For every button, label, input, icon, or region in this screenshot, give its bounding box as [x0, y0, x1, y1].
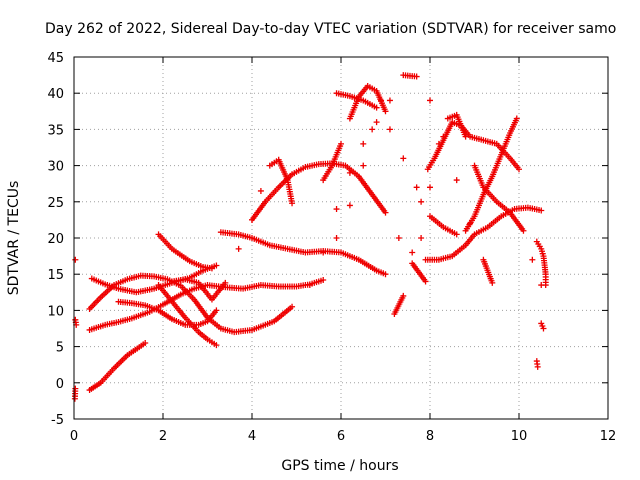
data-point-marker: [422, 278, 429, 285]
data-point-marker: [213, 262, 220, 269]
axis-ticks: 0 2 4 6 8 10 12 -5 0 5 10 15 20 25 30 35 40 45: [47, 51, 616, 444]
data-point-marker: [333, 235, 340, 241]
data-point-marker: [542, 282, 549, 289]
data-point-marker: [289, 200, 296, 207]
grid-lines: [74, 57, 608, 419]
series-arc-i: [217, 229, 389, 278]
data-point-marker: [208, 265, 215, 272]
data-point-marker: [382, 271, 389, 278]
data-point-marker: [453, 177, 460, 184]
data-point-marker: [213, 342, 220, 349]
series-arc-f: [155, 231, 215, 272]
series-arc-m: [333, 90, 460, 238]
data-marks: [71, 72, 549, 402]
data-point-marker: [346, 202, 353, 209]
data-point-marker: [427, 97, 433, 104]
data-point-marker: [386, 97, 393, 104]
series-arc-s: [71, 256, 80, 402]
data-point-marker: [395, 235, 402, 241]
data-point-marker: [373, 119, 380, 126]
series-arc-k: [320, 82, 389, 184]
data-point-marker: [213, 307, 220, 314]
data-point-marker: [540, 325, 547, 332]
series-arc-g: [155, 282, 220, 349]
x-tick-label: 12: [600, 429, 617, 444]
data-point-marker: [529, 256, 536, 263]
series-arc-r: [533, 238, 549, 370]
series-arc-p: [422, 204, 545, 263]
data-point-marker: [142, 339, 149, 346]
y-tick-label: 30: [47, 160, 64, 175]
y-tick-label: -5: [51, 413, 64, 428]
data-point-marker: [413, 184, 420, 191]
series-arc-h: [168, 156, 296, 303]
y-tick-label: 0: [56, 377, 64, 392]
series-arc-l: [333, 97, 385, 241]
data-point-marker: [369, 126, 376, 133]
data-point-marker: [289, 303, 296, 310]
y-tick-label: 15: [47, 268, 64, 283]
data-point-marker: [489, 279, 496, 286]
y-tick-label: 20: [47, 232, 64, 247]
series-arc-d: [86, 276, 327, 333]
data-point-marker: [360, 162, 367, 169]
data-point-marker: [360, 140, 367, 147]
x-tick-label: 0: [70, 429, 78, 444]
data-point-marker: [418, 235, 425, 241]
series-arc-c: [86, 72, 496, 336]
data-point-marker: [257, 187, 264, 194]
data-point-marker: [333, 206, 340, 213]
data-point-marker: [462, 133, 469, 140]
x-tick-label: 4: [248, 429, 256, 444]
data-point-marker: [400, 155, 407, 162]
y-tick-label: 5: [56, 341, 64, 356]
x-axis-label: GPS time / hours: [281, 458, 398, 474]
data-point-marker: [382, 108, 389, 115]
y-tick-label: 35: [47, 123, 64, 138]
data-point-marker: [382, 209, 389, 216]
data-point-marker: [373, 104, 380, 111]
data-point-marker: [516, 166, 522, 173]
data-point-marker: [235, 245, 242, 252]
data-point-marker: [520, 227, 527, 234]
data-point-marker: [71, 395, 78, 402]
y-tick-label: 25: [47, 196, 64, 211]
data-point-marker: [72, 256, 79, 263]
chart-title: Day 262 of 2022, Sidereal Day-to-day VTE…: [45, 21, 616, 37]
y-axis-label: SDTVAR / TECUs: [6, 181, 22, 296]
data-point-marker: [513, 115, 520, 122]
data-point-marker: [222, 279, 229, 286]
data-point-marker: [538, 207, 545, 214]
data-point-marker: [378, 97, 385, 104]
data-point-marker: [386, 126, 393, 133]
series-arc-q: [462, 115, 520, 234]
series-arc-j: [249, 160, 429, 285]
x-tick-label: 2: [159, 429, 167, 444]
x-tick-label: 6: [337, 429, 345, 444]
data-point-marker: [409, 249, 416, 256]
data-point-marker: [427, 184, 433, 191]
data-point-marker: [320, 276, 327, 283]
data-point-marker: [453, 231, 460, 238]
series-arc-a: [86, 339, 149, 394]
data-point-marker: [435, 140, 442, 147]
data-point-marker: [400, 292, 407, 299]
x-tick-label: 8: [426, 429, 434, 444]
y-tick-label: 45: [47, 51, 64, 66]
data-point-marker: [534, 363, 541, 370]
data-point-marker: [338, 140, 344, 147]
y-tick-label: 40: [47, 87, 64, 102]
data-point-marker: [418, 198, 425, 205]
x-tick-label: 10: [511, 429, 528, 444]
y-tick-label: 10: [47, 304, 64, 319]
data-point-marker: [413, 73, 420, 80]
